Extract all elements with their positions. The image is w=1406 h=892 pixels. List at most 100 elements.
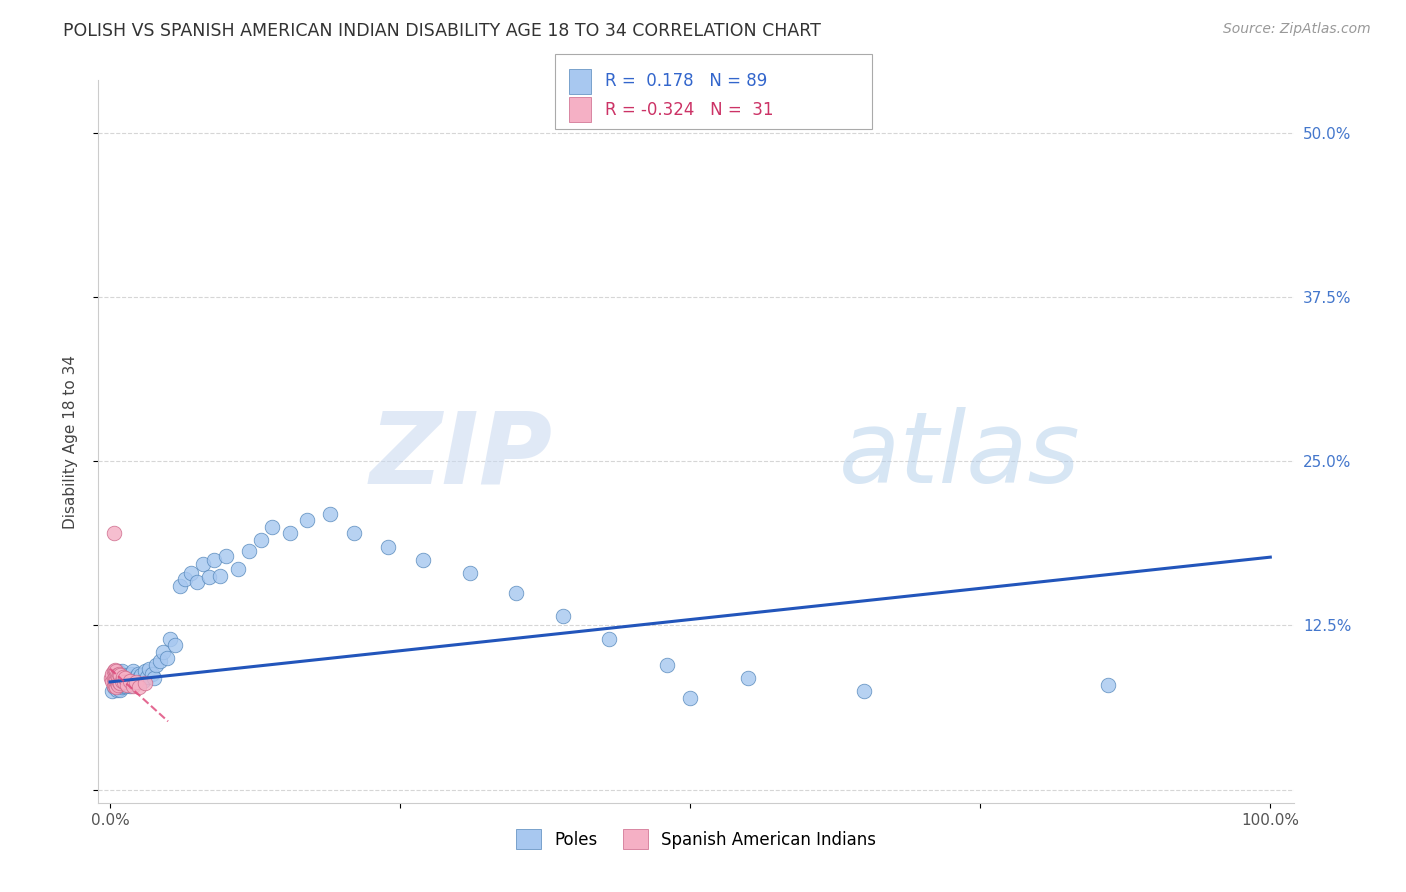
Point	[103, 665, 125, 679]
Point	[551, 609, 574, 624]
Point	[104, 668, 127, 682]
Point	[110, 665, 132, 680]
Point	[679, 690, 702, 705]
Point	[104, 673, 127, 688]
Point	[250, 533, 273, 547]
Point	[104, 673, 127, 687]
Point	[108, 667, 131, 681]
Point	[104, 665, 127, 679]
Point	[108, 667, 131, 681]
Point	[186, 575, 208, 590]
Point	[412, 553, 434, 567]
Point	[131, 668, 153, 682]
Point	[128, 671, 150, 685]
Point	[215, 549, 238, 563]
Point	[111, 670, 134, 684]
Point	[103, 679, 125, 693]
Point	[108, 681, 131, 696]
Point	[120, 667, 142, 681]
Point	[117, 668, 139, 682]
Point	[114, 670, 136, 684]
Point	[114, 671, 136, 685]
Point	[111, 680, 134, 694]
Point	[169, 579, 191, 593]
Point	[103, 673, 125, 687]
Text: R =  0.178   N = 89: R = 0.178 N = 89	[605, 72, 766, 90]
Point	[120, 675, 142, 690]
Point	[118, 679, 141, 693]
Point	[1097, 677, 1119, 691]
Point	[163, 638, 186, 652]
Point	[107, 670, 129, 684]
Point	[107, 665, 129, 679]
Point	[505, 585, 527, 599]
Point	[104, 680, 127, 694]
Point	[108, 673, 131, 688]
Point	[134, 665, 156, 679]
Point	[204, 553, 226, 567]
Point	[145, 657, 167, 672]
Point	[112, 679, 135, 693]
Point	[117, 676, 139, 690]
Point	[180, 566, 202, 580]
Point	[104, 671, 127, 685]
Point	[104, 670, 127, 684]
Point	[122, 671, 145, 685]
Point	[105, 667, 128, 681]
Point	[131, 673, 153, 688]
Point	[110, 675, 132, 690]
Point	[117, 677, 139, 691]
Point	[110, 668, 132, 682]
Point	[297, 513, 319, 527]
Point	[108, 675, 131, 690]
Point	[111, 677, 134, 691]
Point	[111, 673, 134, 688]
Point	[104, 677, 127, 691]
Point	[111, 670, 134, 684]
Point	[103, 526, 125, 541]
Point	[278, 526, 301, 541]
Text: Source: ZipAtlas.com: Source: ZipAtlas.com	[1223, 22, 1371, 37]
Point	[159, 632, 181, 646]
Point	[110, 676, 132, 690]
Point	[458, 566, 481, 580]
Point	[209, 568, 232, 582]
Point	[105, 675, 128, 690]
Point	[110, 682, 132, 697]
Point	[191, 557, 214, 571]
Point	[136, 670, 159, 684]
Point	[128, 680, 150, 694]
Point	[105, 676, 128, 690]
Point	[124, 673, 146, 688]
Point	[143, 671, 166, 685]
Point	[156, 651, 179, 665]
Point	[343, 526, 366, 541]
Point	[122, 679, 145, 693]
Point	[262, 520, 284, 534]
Point	[103, 675, 125, 690]
Point	[111, 665, 134, 679]
Point	[598, 632, 620, 646]
Point	[226, 562, 249, 576]
Point	[111, 673, 134, 687]
Point	[853, 684, 876, 698]
Point	[104, 680, 127, 694]
Point	[105, 668, 128, 682]
Point	[174, 573, 197, 587]
Point	[117, 677, 139, 691]
Point	[101, 673, 124, 688]
Point	[103, 680, 125, 694]
Point	[107, 679, 129, 693]
Point	[197, 570, 219, 584]
Text: atlas: atlas	[839, 408, 1081, 505]
Point	[121, 673, 143, 688]
Point	[737, 671, 759, 685]
Point	[127, 667, 149, 681]
Point	[141, 667, 163, 681]
Legend: Poles, Spanish American Indians: Poles, Spanish American Indians	[509, 822, 883, 856]
Point	[112, 671, 135, 685]
Point	[101, 667, 124, 681]
Point	[115, 671, 138, 685]
Point	[104, 677, 127, 691]
Text: POLISH VS SPANISH AMERICAN INDIAN DISABILITY AGE 18 TO 34 CORRELATION CHART: POLISH VS SPANISH AMERICAN INDIAN DISABI…	[63, 22, 821, 40]
